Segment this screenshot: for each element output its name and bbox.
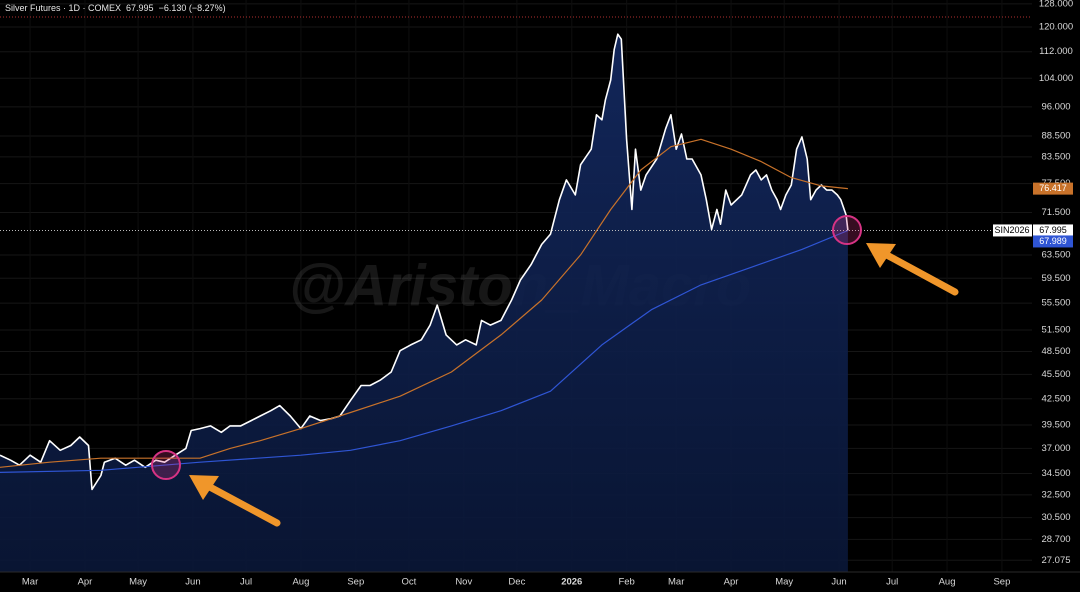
change: −6.130 (−8.27%) bbox=[159, 3, 226, 13]
y-tick-label: 28.700 bbox=[1041, 534, 1070, 545]
y-tick-label: 112.000 bbox=[1039, 46, 1073, 57]
x-tick-label: Jun bbox=[185, 577, 200, 588]
symbol: Silver Futures · 1D · COMEX bbox=[5, 3, 121, 13]
y-tick-label: 45.500 bbox=[1041, 369, 1070, 380]
ticker-label: SIN2026 bbox=[994, 225, 1029, 235]
x-tick-label: Apr bbox=[78, 577, 93, 588]
ma-tag bbox=[1033, 182, 1073, 195]
x-tick-label: May bbox=[775, 577, 793, 588]
area bbox=[0, 34, 848, 572]
annotations bbox=[151, 215, 959, 527]
y-tick-label: 59.500 bbox=[1041, 273, 1070, 284]
x-tick-label: Apr bbox=[724, 577, 739, 588]
x-tick-label: Feb bbox=[618, 577, 634, 588]
header: Silver Futures · 1D · COMEX 67.995 −6.130 … bbox=[5, 3, 226, 13]
highlight-circle bbox=[832, 215, 862, 245]
x-tick-label: Dec bbox=[508, 577, 525, 588]
arrow bbox=[204, 482, 281, 527]
x-tick-label: Sep bbox=[347, 577, 364, 588]
price-tag-label: 67.995 bbox=[1039, 225, 1067, 235]
y-tick-label: 63.500 bbox=[1041, 249, 1070, 260]
y-tick-label: 88.500 bbox=[1041, 131, 1070, 142]
x-tick-label: May bbox=[129, 577, 147, 588]
ma-tag-label: 76.417 bbox=[1039, 183, 1067, 193]
y-tick-label: 83.500 bbox=[1041, 151, 1070, 162]
y-tick-label: 34.500 bbox=[1041, 468, 1070, 479]
line bbox=[0, 229, 849, 473]
last-price: 67.995 bbox=[126, 3, 154, 13]
x-tick-label: Sep bbox=[993, 577, 1010, 588]
y-tick-label: 37.000 bbox=[1041, 443, 1070, 454]
x-tick-label: Jul bbox=[240, 577, 252, 588]
highlight-circle bbox=[151, 450, 181, 480]
y-tick-label: 71.500 bbox=[1041, 207, 1070, 218]
x-tick-label: Mar bbox=[22, 577, 38, 588]
y-tick-label: 30.500 bbox=[1041, 512, 1070, 523]
y-tick-label: 120.000 bbox=[1039, 22, 1073, 33]
y-tick-label: 42.500 bbox=[1041, 393, 1070, 404]
x-tick-label: Oct bbox=[402, 577, 417, 588]
arrow bbox=[881, 250, 959, 296]
y-tick-label: 128.000 bbox=[1039, 0, 1073, 9]
x-tick-label: Aug bbox=[292, 577, 309, 588]
ma-tag-label: 67.989 bbox=[1039, 236, 1067, 246]
y-tick-label: 48.500 bbox=[1041, 346, 1070, 357]
axis-panel bbox=[1032, 0, 1080, 592]
y-tick-label: 96.000 bbox=[1041, 101, 1070, 112]
x-tick-label: Jul bbox=[886, 577, 898, 588]
arrow-head bbox=[866, 243, 896, 268]
x-tick-label: Nov bbox=[455, 577, 472, 588]
ticker-tag bbox=[993, 224, 1032, 237]
arrow-head bbox=[189, 475, 219, 500]
x-tick-label: Jun bbox=[831, 577, 846, 588]
ma-tag bbox=[1033, 235, 1073, 248]
y-tick-label: 32.500 bbox=[1041, 489, 1070, 500]
line bbox=[0, 138, 848, 468]
price-tag bbox=[1033, 224, 1073, 237]
y-tick-label: 104.000 bbox=[1039, 73, 1073, 84]
y-tick-label: 55.500 bbox=[1041, 298, 1070, 309]
y-tick-label: 39.500 bbox=[1041, 419, 1070, 430]
x-tick-label: Mar bbox=[668, 577, 684, 588]
y-tick-label: 51.500 bbox=[1041, 324, 1070, 335]
x-tick-label: 2026 bbox=[561, 577, 582, 588]
y-tick-label: 27.075 bbox=[1041, 555, 1070, 566]
x-tick-label: Aug bbox=[939, 577, 956, 588]
